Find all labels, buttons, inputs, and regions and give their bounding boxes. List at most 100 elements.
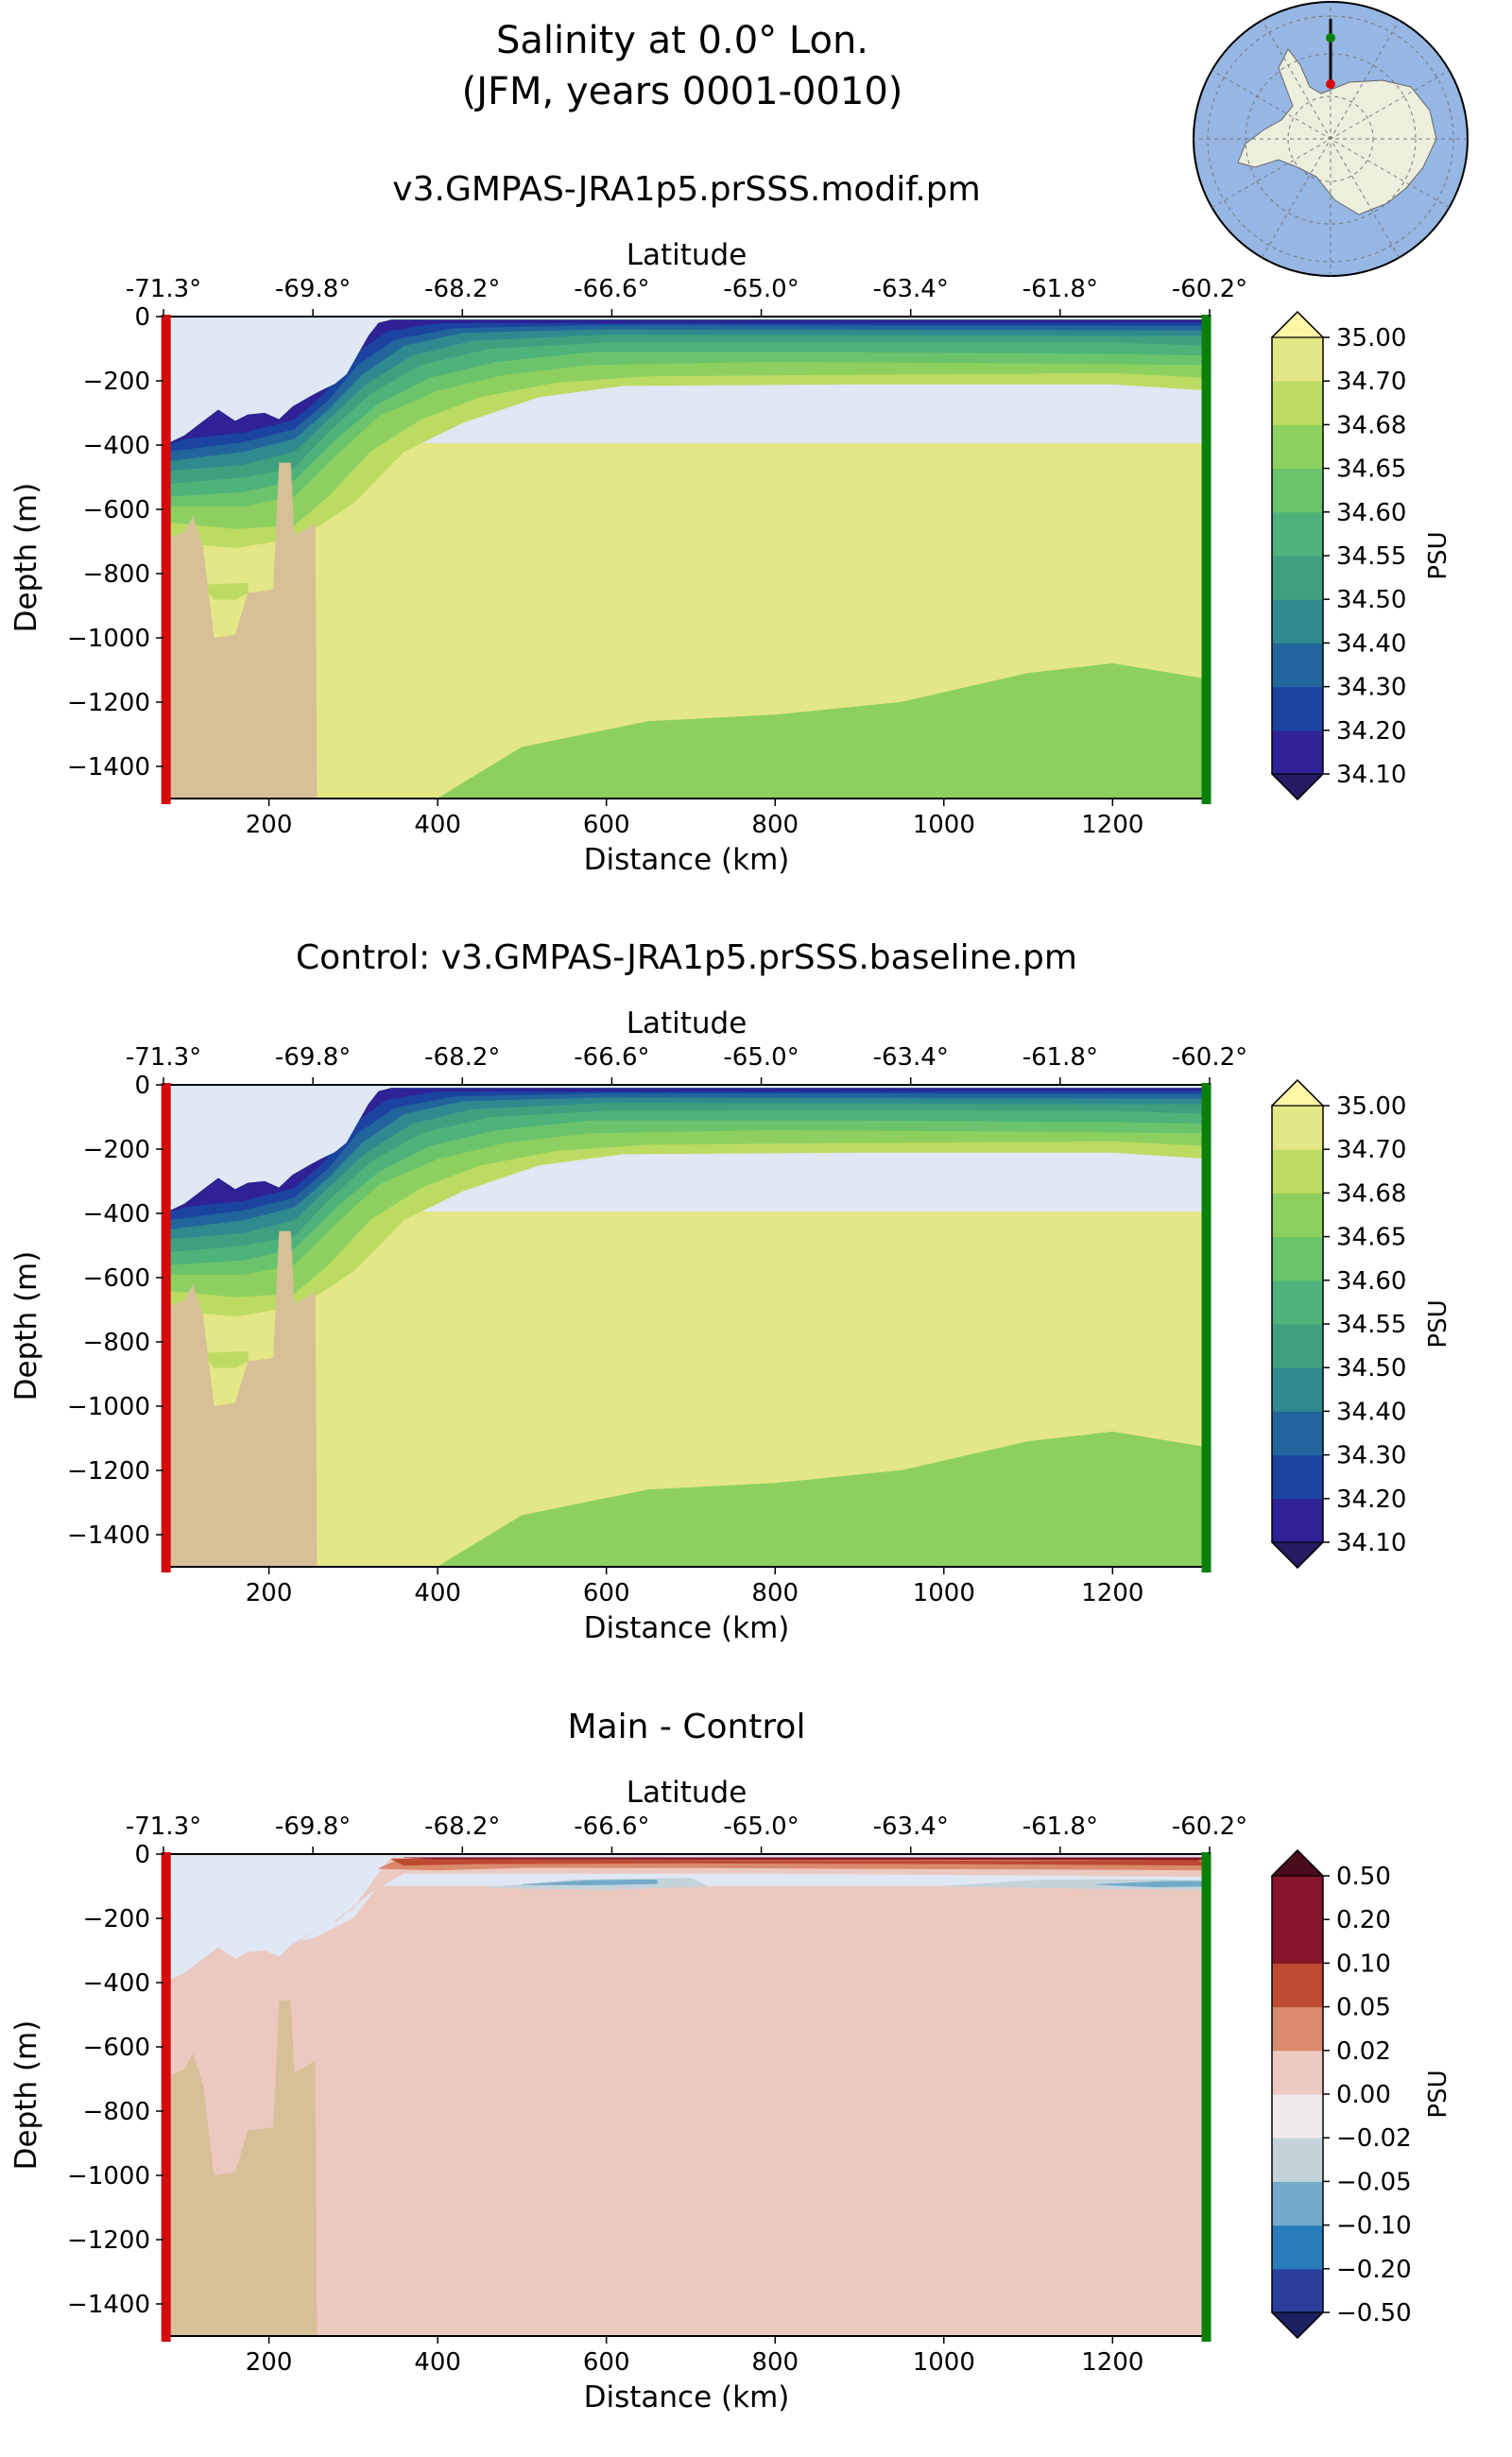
colorbar-over-arrow (1270, 1849, 1325, 1877)
colorbar-tick-label: −0.05 (1336, 2168, 1412, 2196)
y-tick-label: −600 (83, 1264, 150, 1293)
y-tick-label: −600 (83, 2034, 150, 2062)
colorbar-swatch (1272, 381, 1323, 425)
x-axis-label: Distance (km) (584, 1611, 790, 1645)
colorbar-tick-label: 0.10 (1336, 1950, 1391, 1978)
colorbar-swatch (1272, 1106, 1323, 1150)
plot-area-diff (163, 1854, 1210, 2336)
y-tick-label: −600 (83, 496, 150, 524)
y-tick-label: −1000 (67, 2162, 150, 2191)
lat-tick-label: -63.4° (873, 275, 949, 303)
y-axis-label: Depth (m) (9, 483, 43, 633)
lat-tick-label: -69.8° (275, 1813, 351, 1841)
colorbar-swatch (1272, 556, 1323, 600)
y-tick-label: 0 (134, 303, 150, 332)
y-tick-label: −1400 (67, 753, 150, 782)
lat-tick-label: -66.6° (574, 1043, 649, 1072)
panel-main: v3.GMPAS-JRA1p5.prSSS.modif.pm 200 400 600 8… (9, 170, 1452, 877)
y-tick-label: −1200 (67, 2226, 150, 2255)
lat-tick-label: -60.2° (1172, 1043, 1247, 1072)
lat-tick-label: -60.2° (1172, 1813, 1247, 1841)
colorbar-tick-label: −0.20 (1336, 2256, 1412, 2284)
contour-band-7 (167, 319, 1210, 485)
land-mask (167, 2000, 318, 2336)
panel-control: Control: v3.GMPAS-JRA1p5.prSSS.baseline.… (9, 938, 1452, 1645)
colorbar-tick-label: 34.10 (1336, 761, 1406, 789)
y-tick-label: −1200 (67, 1457, 150, 1486)
colorbar-tick-label: 34.60 (1336, 1267, 1406, 1296)
x-tick-label: 1200 (1081, 1579, 1143, 1607)
colorbar-tick-label: 34.20 (1336, 717, 1406, 746)
colorbar-tick-label: 34.30 (1336, 674, 1406, 702)
lat-tick-label: -71.3° (126, 275, 201, 303)
colorbar-label: PSU (1424, 531, 1452, 579)
panel-title: v3.GMPAS-JRA1p5.prSSS.modif.pm (392, 170, 980, 209)
colorbar-swatch (1272, 2006, 1323, 2052)
lat-tick-label: -61.8° (1022, 1043, 1098, 1072)
x-tick-label: 1000 (913, 2348, 975, 2377)
colorbar-tick-label: 34.68 (1336, 1179, 1406, 1208)
colorbar-tick-label: 34.10 (1336, 1529, 1406, 1557)
colorbar-swatch (1272, 1367, 1323, 1412)
colorbar-swatch (1272, 1280, 1323, 1325)
colorbar-tick-label: 0.20 (1336, 1906, 1391, 1934)
x-tick-label: 200 (246, 811, 293, 839)
colorbar-swatch (1272, 1149, 1323, 1194)
x-tick-label: 800 (751, 1579, 799, 1607)
colorbar-swatch (1272, 1454, 1323, 1500)
lat-axis-label: Latitude (627, 1006, 747, 1040)
colorbar-swatch (1272, 686, 1323, 731)
contour-band-5 (404, 1857, 1210, 1861)
start-marker (161, 1083, 171, 1572)
colorbar-swatch (1272, 1963, 1323, 2008)
colorbar-under-arrow (1270, 773, 1325, 800)
colorbar-swatch (1272, 424, 1323, 470)
y-tick-label: 0 (134, 1072, 150, 1100)
lat-axis-label: Latitude (627, 238, 747, 272)
y-tick-label: −400 (83, 432, 150, 460)
colorbar-swatch (1272, 1411, 1323, 1456)
contour-band-7 (522, 1879, 658, 1885)
colorbar-main: 34.10 34.20 34.30 34.40 34.50 34.55 34.60 34.65… (1270, 310, 1452, 801)
contour-band-13 (202, 1350, 249, 1368)
colorbar-swatch (1272, 730, 1323, 775)
colorbar-swatch (1272, 643, 1323, 688)
colorbar-swatch (1272, 1498, 1323, 1543)
figure-title-line2: (JFM, years 0001-0010) (462, 70, 903, 113)
colorbar-tick-label: 0.00 (1336, 2081, 1391, 2109)
contour-band-12 (214, 602, 240, 639)
lat-tick-label: -65.0° (723, 1813, 799, 1841)
land-mask (167, 462, 318, 799)
land-mask (167, 1230, 318, 1567)
colorbar-tick-label: 0.02 (1336, 2037, 1391, 2066)
x-tick-label: 1200 (1081, 811, 1143, 839)
x-tick-label: 1200 (1081, 2348, 1143, 2377)
y-tick-label: −400 (83, 1969, 150, 1998)
lat-tick-label: -71.3° (126, 1043, 201, 1072)
colorbar-swatch (1272, 599, 1323, 644)
y-tick-label: −200 (83, 1905, 150, 1933)
colorbar-tick-label: −0.50 (1336, 2299, 1412, 2328)
contour-band-13 (202, 582, 249, 600)
panel-title: Control: v3.GMPAS-JRA1p5.prSSS.baseline.… (296, 938, 1077, 977)
colorbar-tick-label: 34.70 (1336, 368, 1406, 396)
colorbar-tick-label: 34.65 (1336, 455, 1406, 484)
colorbar-swatch (1272, 2050, 1323, 2095)
contour-band-2 (437, 1431, 1210, 1567)
start-marker (161, 315, 171, 804)
lat-tick-label: -66.6° (574, 1813, 649, 1841)
x-tick-label: 600 (583, 2348, 630, 2377)
plot-area-main (163, 317, 1210, 799)
lat-tick-label: -63.4° (873, 1043, 949, 1072)
colorbar-swatch (1272, 2225, 1323, 2270)
x-tick-label: 200 (246, 2348, 293, 2377)
y-tick-label: −800 (83, 1329, 150, 1357)
lat-tick-label: -61.8° (1022, 275, 1098, 303)
contour-band-9 (1095, 1881, 1210, 1888)
colorbar-tick-label: 35.00 (1336, 1092, 1406, 1121)
colorbar-swatch (1272, 1324, 1323, 1368)
colorbar-tick-label: 34.55 (1336, 542, 1406, 571)
plot-area-control (163, 1085, 1210, 1567)
colorbar-swatch (1272, 511, 1323, 557)
